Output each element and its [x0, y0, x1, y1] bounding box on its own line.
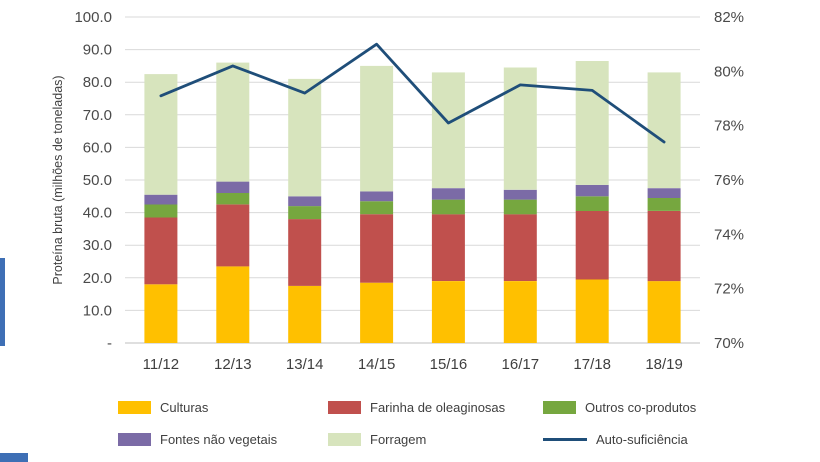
bar-segment [503, 67, 537, 190]
bar-segment [360, 214, 394, 283]
x-axis-label: 16/17 [502, 356, 540, 373]
left-axis-tick-label: 20.0 [83, 270, 112, 287]
bar-segment [503, 199, 537, 215]
legend-label-culturas: Culturas [160, 399, 209, 415]
left-axis-tick-label: 30.0 [83, 237, 112, 254]
bar-segment [216, 62, 250, 182]
bar-segment [144, 204, 178, 218]
legend-label-outros-co-produtos: Outros co-produtos [585, 399, 697, 415]
legend-label-auto-suficiencia: Auto-suficiência [596, 431, 688, 447]
left-axis-tick-label: 80.0 [83, 74, 112, 91]
bar-segment [360, 65, 394, 192]
stacked-bar-line-chart: - 10.0 20.0 30.0 40.0 50.0 60.0 70.0 80.0 90.0 100… [51, 9, 744, 373]
bar-segment [503, 189, 537, 200]
bar-segment [288, 206, 322, 220]
bottom-left-edge-artifact [0, 453, 28, 462]
legend-swatch-auto-suficiencia-line [543, 437, 587, 441]
x-axis-label: 12/13 [214, 356, 252, 373]
legend-item-outros-co-produtos: Outros co-produtos [543, 398, 763, 416]
bar-segment [216, 266, 250, 343]
bar-segment [360, 191, 394, 202]
left-axis-title: Proteína bruta (milhões de toneladas) [51, 75, 65, 284]
bar-segment [144, 194, 178, 205]
bar-segment [431, 281, 465, 343]
x-axis-label: 11/12 [143, 356, 179, 373]
legend-swatch-outros-co-produtos [543, 400, 576, 414]
left-axis-tick-label: - [107, 335, 112, 352]
legend-item-auto-suficiencia: Auto-suficiência [543, 430, 763, 448]
bar-segment [216, 181, 250, 193]
legend-item-culturas: Culturas [118, 398, 328, 416]
bar-segment [288, 78, 322, 197]
bar-segment [216, 204, 250, 267]
right-axis-tick-label: 72% [714, 281, 744, 298]
bar-segment [360, 201, 394, 215]
legend-swatch-culturas [118, 400, 151, 414]
right-axis-tick-label: 76% [714, 172, 744, 189]
right-axis-tick-label: 78% [714, 118, 744, 135]
bar-segment [575, 184, 609, 197]
legend-item-farinha-de-oleaginosas: Farinha de oleaginosas [328, 398, 543, 416]
x-axis-label: 14/15 [358, 356, 396, 373]
bar-segment [431, 72, 465, 189]
bar-segment [216, 193, 250, 205]
bar-segment [503, 281, 537, 343]
x-axis-label: 18/19 [645, 356, 683, 373]
bar-segment [144, 284, 178, 343]
bar-segment [144, 74, 178, 195]
bar-segment [647, 211, 681, 282]
bar-segment [647, 197, 681, 211]
right-axis-tick-label: 80% [714, 63, 744, 80]
right-axis-tick-label: 70% [714, 335, 744, 352]
right-axis-tick-label: 74% [714, 226, 744, 243]
legend-swatch-farinha-de-oleaginosas [328, 400, 361, 414]
bar-segment [288, 285, 322, 343]
bar-segment [575, 61, 609, 185]
right-axis-tick-label: 82% [714, 9, 744, 26]
bar-segment [288, 196, 322, 207]
bar-segment [647, 72, 681, 189]
legend-label-farinha-de-oleaginosas: Farinha de oleaginosas [370, 399, 506, 415]
legend-item-forragem: Forragem [328, 430, 543, 448]
legend-swatch-fontes-nao-vegetais [118, 432, 151, 446]
bar-segment [647, 188, 681, 198]
legend: Culturas Farinha de oleaginosas Outros c… [118, 398, 778, 448]
left-axis-tick-label: 100.0 [74, 9, 112, 26]
legend-label-fontes-nao-vegetais: Fontes não vegetais [160, 431, 278, 447]
left-axis-tick-label: 40.0 [83, 205, 112, 222]
legend-label-forragem: Forragem [370, 431, 427, 447]
left-axis-tick-label: 60.0 [83, 139, 112, 156]
bar-segment [144, 217, 178, 285]
bar-segment [575, 279, 609, 343]
legend-item-fontes-nao-vegetais: Fontes não vegetais [118, 430, 328, 448]
bar-segment [575, 211, 609, 280]
x-axis-label: 13/14 [286, 356, 324, 373]
legend-swatch-forragem [328, 432, 361, 446]
bar-segment [431, 188, 465, 200]
bar-segment [288, 219, 322, 286]
left-axis-tick-label: 50.0 [83, 172, 112, 189]
left-edge-artifact [0, 258, 5, 346]
left-axis-tick-label: 90.0 [83, 42, 112, 59]
left-axis-tick-label: 10.0 [83, 302, 112, 319]
bar-segment [431, 199, 465, 215]
bar-segment [431, 214, 465, 281]
bar-segment [360, 282, 394, 343]
left-axis-tick-label: 70.0 [83, 107, 112, 124]
auto-suficiencia-line [159, 42, 666, 144]
x-axis-label: 17/18 [573, 356, 611, 373]
bar-segment [503, 214, 537, 281]
bar-segment [647, 281, 681, 343]
x-axis-label: 15/16 [430, 356, 468, 373]
bar-segment [575, 196, 609, 211]
